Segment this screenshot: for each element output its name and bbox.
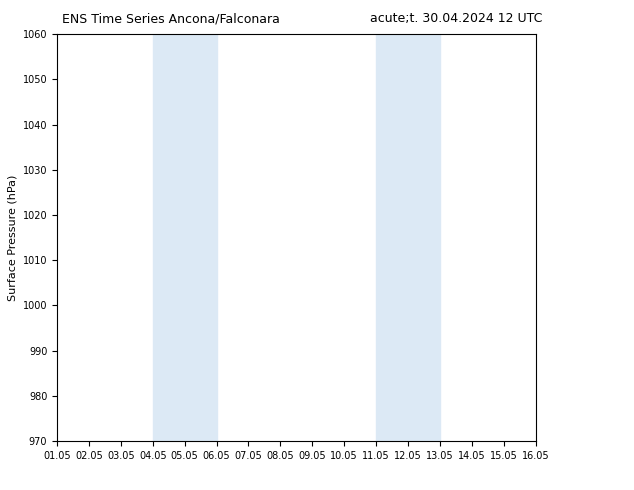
- Bar: [376, 34, 440, 441]
- Legend: 1, 2, 3, 4, 5, 6, 7, 8, 9, 10, 11, 12, 13, 14, 15, 16, 17, 18, 19, 20, 21, 22, 2: 1, 2, 3, 4, 5, 6, 7, 8, 9, 10, 11, 12, 1…: [539, 38, 562, 242]
- Bar: [153, 34, 217, 441]
- Text: acute;t. 30.04.2024 12 UTC: acute;t. 30.04.2024 12 UTC: [370, 12, 543, 25]
- Y-axis label: Surface Pressure (hPa): Surface Pressure (hPa): [7, 174, 17, 301]
- Text: ENS Time Series Ancona/Falconara: ENS Time Series Ancona/Falconara: [62, 12, 280, 25]
